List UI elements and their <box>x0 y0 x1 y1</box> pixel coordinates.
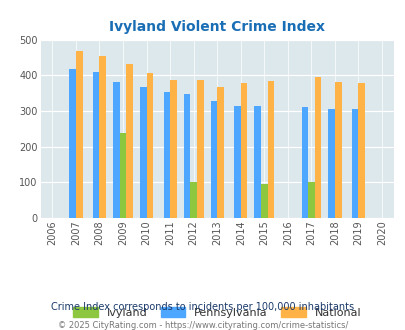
Bar <box>113 82 119 218</box>
Bar <box>217 87 223 218</box>
Bar <box>119 133 126 218</box>
Legend: Ivyland, Pennsylvania, National: Ivyland, Pennsylvania, National <box>70 304 363 321</box>
Bar <box>69 69 76 218</box>
Bar <box>328 109 334 218</box>
Bar <box>260 183 267 218</box>
Bar <box>358 83 364 218</box>
Bar <box>234 106 240 218</box>
Bar <box>146 74 153 218</box>
Bar <box>307 182 314 218</box>
Bar <box>267 81 273 218</box>
Bar <box>183 94 190 218</box>
Bar <box>301 107 307 218</box>
Title: Ivyland Violent Crime Index: Ivyland Violent Crime Index <box>109 20 324 34</box>
Bar <box>163 92 170 218</box>
Text: © 2025 CityRating.com - https://www.cityrating.com/crime-statistics/: © 2025 CityRating.com - https://www.city… <box>58 321 347 330</box>
Bar <box>351 109 358 218</box>
Bar <box>93 72 99 218</box>
Bar <box>210 101 217 218</box>
Bar <box>170 80 176 218</box>
Bar <box>240 83 247 218</box>
Bar <box>196 80 203 218</box>
Bar <box>99 56 106 218</box>
Bar <box>190 182 196 218</box>
Bar <box>126 64 132 218</box>
Bar <box>76 51 82 218</box>
Bar <box>334 82 341 218</box>
Text: Crime Index corresponds to incidents per 100,000 inhabitants: Crime Index corresponds to incidents per… <box>51 302 354 312</box>
Bar <box>254 106 260 218</box>
Bar <box>140 87 146 218</box>
Bar <box>314 77 320 218</box>
